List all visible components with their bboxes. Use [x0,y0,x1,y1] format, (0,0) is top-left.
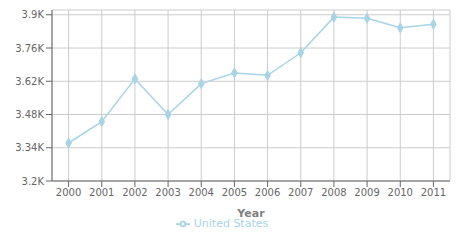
svg-text:2004: 2004 [189,187,214,198]
svg-text:3.48K: 3.48K [15,109,44,120]
svg-text:2005: 2005 [222,187,247,198]
svg-text:2008: 2008 [321,187,346,198]
svg-text:2006: 2006 [255,187,280,198]
svg-text:2010: 2010 [388,187,413,198]
svg-text:3.62K: 3.62K [15,76,44,87]
svg-text:Year: Year [236,207,265,220]
svg-text:2001: 2001 [89,187,114,198]
svg-text:2009: 2009 [354,187,379,198]
svg-text:2003: 2003 [155,187,180,198]
html-text:United States: United States [193,217,269,230]
svg-text:2011: 2011 [421,187,446,198]
svg-text:3.76K: 3.76K [15,43,44,54]
svg-text:2000: 2000 [56,187,81,198]
svg-text:3.9K: 3.9K [22,9,45,20]
svg-text:3.2K: 3.2K [22,176,45,187]
svg-text:2007: 2007 [288,187,313,198]
svg-text:2002: 2002 [122,187,147,198]
svg-text:3.34K: 3.34K [15,142,44,153]
